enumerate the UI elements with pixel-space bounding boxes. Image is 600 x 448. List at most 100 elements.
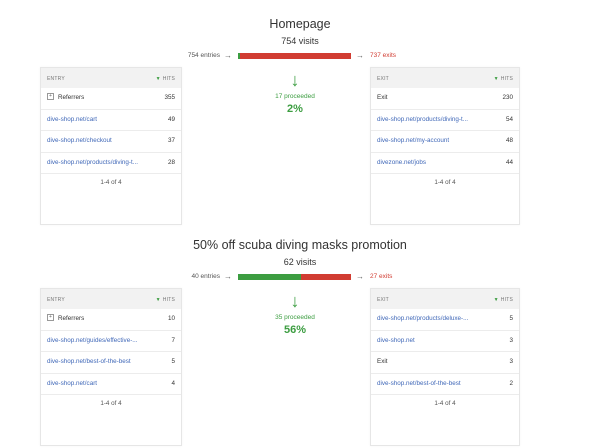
row-value: 355: [164, 94, 175, 101]
expand-icon[interactable]: +: [47, 92, 54, 100]
arrow-down-icon: ↓: [290, 291, 300, 311]
row-link[interactable]: dive-shop.net/checkout: [47, 137, 112, 144]
flow-row: 40 entries → → 27 exits: [0, 271, 600, 283]
row-value: 44: [505, 158, 513, 166]
referrers-label: Referrers: [58, 94, 85, 101]
column-header-entry[interactable]: ENTRY: [47, 297, 65, 303]
arrow-right-icon: →: [224, 51, 232, 60]
column-header-hits[interactable]: ▼ HITS: [494, 297, 513, 303]
row-value: 37: [167, 137, 175, 144]
proceed-bar-fill: [238, 53, 241, 59]
row-value: 5: [509, 315, 513, 322]
arrow-right-icon: →: [356, 272, 364, 281]
row-value: 28: [167, 158, 175, 166]
funnel-step-1: Homepage 754 visits 754 entries → → 737 …: [0, 17, 600, 227]
funnel-step-2: 50% off scuba diving masks promotion 62 …: [0, 238, 600, 448]
pagination-text: 1-4 of 4: [434, 179, 456, 186]
proceed-summary: ↓ 17 proceeded 2%: [240, 67, 350, 115]
table-header: ENTRY ▼ HITS: [41, 289, 181, 309]
proceeded-count: 17 proceeded: [275, 93, 315, 100]
row-link[interactable]: dive-shop.net/cart: [47, 379, 98, 387]
entry-table: ENTRY ▼ HITS + Referrers 355 dive-shop.net…: [40, 67, 182, 225]
step-visits: 754 visits: [281, 36, 319, 46]
table-row[interactable]: Exit 230: [371, 88, 519, 110]
row-link[interactable]: dive-shop.net/cart: [47, 115, 98, 123]
proceed-summary: ↓ 35 proceeded 56%: [240, 288, 350, 336]
table-row[interactable]: dive-shop.net/cart 49: [41, 110, 181, 131]
row-label: + Referrers: [47, 309, 84, 330]
exit-table: EXIT ▼ HITS Exit 230 dive-shop.net/produc…: [370, 67, 520, 225]
hits-label: HITS: [162, 297, 175, 303]
row-link[interactable]: dive-shop.net/best-of-the-best: [377, 379, 461, 387]
table-row[interactable]: + Referrers 10: [41, 309, 181, 331]
row-link[interactable]: dive-shop.net/products/deluxe-...: [377, 315, 469, 322]
table-row[interactable]: dive-shop.net/products/diving-t... 28: [41, 153, 181, 174]
entries-count: 754 entries: [187, 52, 220, 59]
table-row[interactable]: dive-shop.net/guides/effective-... 7: [41, 331, 181, 352]
table-row[interactable]: dive-shop.net 3: [371, 331, 519, 352]
table-row[interactable]: dive-shop.net/best-of-the-best 2: [371, 374, 519, 395]
column-header-entry[interactable]: ENTRY: [47, 76, 65, 82]
row-link[interactable]: dive-shop.net/products/diving-t...: [47, 158, 139, 166]
pagination-text: 1-4 of 4: [100, 400, 122, 407]
table-row[interactable]: dive-shop.net/products/deluxe-... 5: [371, 309, 519, 331]
table-header: EXIT ▼ HITS: [371, 289, 519, 309]
row-value: 7: [171, 336, 175, 344]
arrow-right-icon: →: [224, 272, 232, 281]
pagination-text: 1-4 of 4: [100, 179, 122, 186]
hits-label: HITS: [500, 76, 513, 82]
exits-count: 737 exits: [370, 52, 397, 59]
table-row[interactable]: dive-shop.net/products/diving-t... 54: [371, 110, 519, 131]
hits-label: HITS: [162, 76, 175, 82]
row-link[interactable]: dive-shop.net/best-of-the-best: [47, 358, 131, 365]
proceeded-percent: 56%: [283, 324, 307, 336]
row-value: 10: [167, 315, 175, 322]
arrow-down-icon: ↓: [290, 70, 300, 90]
sort-down-icon: ▼: [155, 76, 161, 82]
pagination-text: 1-4 of 4: [434, 400, 456, 407]
column-header-hits[interactable]: ▼ HITS: [494, 76, 513, 82]
step-visits: 62 visits: [283, 257, 317, 267]
row-value: 4: [171, 379, 175, 387]
row-link[interactable]: divezone.net/jobs: [377, 158, 427, 166]
proceed-bar-fill: [238, 274, 302, 280]
table-header: ENTRY ▼ HITS: [41, 68, 181, 88]
row-label: Exit: [377, 358, 388, 365]
arrow-right-icon: →: [356, 51, 364, 60]
row-value: 5: [171, 358, 175, 365]
column-header-hits[interactable]: ▼ HITS: [156, 297, 175, 303]
table-row[interactable]: Exit 3: [371, 352, 519, 374]
column-header-exit[interactable]: EXIT: [377, 76, 389, 82]
row-value: 230: [502, 94, 513, 101]
column-header-hits[interactable]: ▼ HITS: [156, 76, 175, 82]
table-row[interactable]: divezone.net/jobs 44: [371, 153, 519, 174]
column-header-exit[interactable]: EXIT: [377, 297, 389, 303]
step-title: Homepage: [269, 17, 331, 31]
hits-label: HITS: [500, 297, 513, 303]
row-label: + Referrers: [47, 88, 84, 109]
row-value: 48: [505, 137, 513, 144]
proceeded-percent: 2%: [287, 103, 303, 115]
expand-icon[interactable]: +: [47, 313, 54, 321]
table-row[interactable]: dive-shop.net/checkout 37: [41, 131, 181, 153]
table-row[interactable]: dive-shop.net/cart 4: [41, 374, 181, 395]
row-link[interactable]: dive-shop.net: [377, 336, 415, 344]
entry-table: ENTRY ▼ HITS + Referrers 10 dive-shop.net/…: [40, 288, 182, 446]
sort-down-icon: ▼: [155, 297, 161, 303]
entries-count: 40 entries: [191, 273, 220, 280]
row-value: 54: [505, 115, 513, 123]
step-title: 50% off scuba diving masks promotion: [193, 238, 407, 252]
table-row[interactable]: + Referrers 355: [41, 88, 181, 110]
row-link[interactable]: dive-shop.net/products/diving-t...: [377, 115, 469, 123]
table-row[interactable]: dive-shop.net/best-of-the-best 5: [41, 352, 181, 374]
row-link[interactable]: dive-shop.net/guides/effective-...: [47, 336, 138, 344]
sort-down-icon: ▼: [493, 76, 499, 82]
table-header: EXIT ▼ HITS: [371, 68, 519, 88]
row-value: 3: [509, 336, 513, 344]
sort-down-icon: ▼: [493, 297, 499, 303]
proceed-bar: [238, 274, 351, 280]
row-link[interactable]: dive-shop.net/my-account: [377, 137, 450, 144]
exit-table: EXIT ▼ HITS dive-shop.net/products/deluxe…: [370, 288, 520, 446]
table-row[interactable]: dive-shop.net/my-account 48: [371, 131, 519, 153]
row-value: 2: [509, 379, 513, 387]
